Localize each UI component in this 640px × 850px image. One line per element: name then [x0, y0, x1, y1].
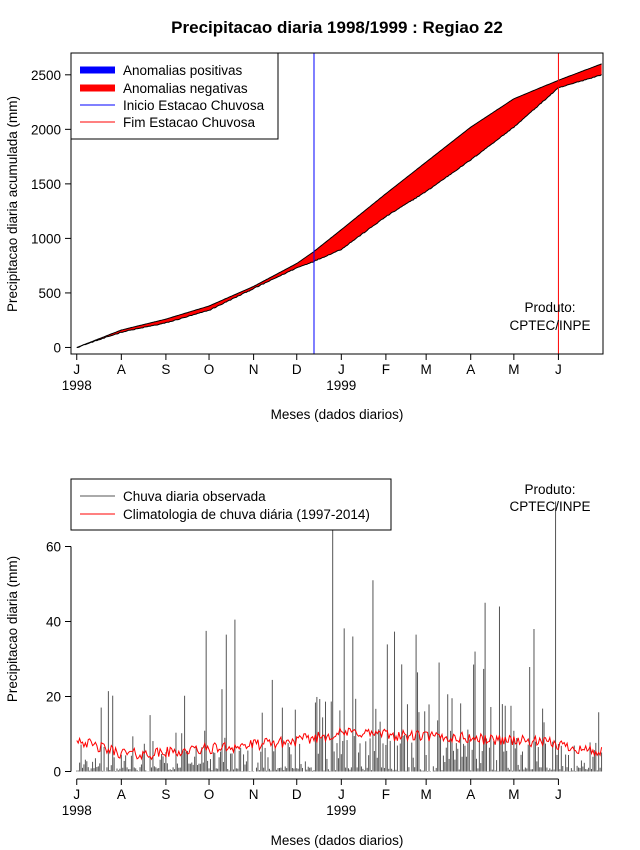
x-tick-label-2: M: [421, 787, 432, 802]
y-tick-label-2: 20: [46, 690, 61, 705]
x-axis-label-2: Meses (dados diarios): [271, 833, 404, 848]
x-tick-label-2: M: [508, 787, 519, 802]
climatology-daily-line: [76, 726, 603, 761]
x-tick-label-2: F: [382, 787, 390, 802]
x-tick-label-2: J: [73, 787, 80, 802]
x-tick-label-1: J: [338, 362, 345, 377]
x-axis-label-1: Meses (dados diarios): [271, 407, 404, 422]
legend-box-2: [70, 478, 392, 531]
legend-label-chuva-observada: Chuva diaria observada: [123, 489, 266, 504]
x-tick-label-2: S: [161, 787, 170, 802]
plot-area-1: [76, 53, 602, 354]
y-tick-label-1: 1500: [31, 177, 61, 192]
x-tick-label-1: S: [161, 362, 170, 377]
x-tick-label-2: J: [555, 787, 562, 802]
x-tick-label-1: J: [555, 362, 562, 377]
legend-label-anomalias-negativas: Anomalias negativas: [123, 81, 248, 96]
x-tick-label-2: N: [249, 787, 259, 802]
credit-label-1: Produto:: [524, 300, 575, 315]
year-label-2: 1999: [326, 803, 356, 818]
credit-source-2: CPTEC/INPE: [509, 499, 590, 514]
y-axis-label-1: Precipitacao diaria acumulada (mm): [5, 96, 20, 312]
x-tick-label-1: M: [508, 362, 519, 377]
x-tick-label-1: M: [421, 362, 432, 377]
x-tick-label-2: A: [117, 787, 126, 802]
x-tick-label-1: F: [382, 362, 390, 377]
x-tick-label-1: A: [117, 362, 126, 377]
figure-title: Precipitacao diaria 1998/1999 : Regiao 2…: [171, 18, 503, 37]
legend-2: Chuva diaria observada Climatologia de c…: [70, 478, 392, 531]
credit-source-1: CPTEC/INPE: [509, 318, 590, 333]
x-tick-label-1: O: [204, 362, 215, 377]
legend-label-anomalias-positivas: Anomalias positivas: [123, 63, 243, 78]
y-tick-label-2: 40: [46, 615, 61, 630]
legend-label-climatologia: Climatologia de chuva diária (1997-2014): [123, 507, 370, 522]
y-tick-label-1: 1000: [31, 231, 61, 246]
y-tick-label-1: 0: [53, 340, 61, 355]
legend-label-inicio: Inicio Estacao Chuvosa: [123, 98, 265, 113]
year-label-1: 1998: [62, 378, 92, 393]
y-tick-label-2: 60: [46, 540, 61, 555]
y-tick-label-1: 2000: [31, 122, 61, 137]
y-tick-label-1: 2500: [31, 68, 61, 83]
observed-cumulative-line: [76, 74, 602, 348]
x-tick-label-2: J: [338, 787, 345, 802]
x-tick-label-2: D: [292, 787, 302, 802]
climatology-cumulative-line: [76, 63, 602, 348]
x-tick-label-2: A: [466, 787, 475, 802]
x-tick-label-1: D: [292, 362, 302, 377]
legend-1: Anomalias positivas Anomalias negativas …: [70, 52, 279, 140]
x-tick-label-2: O: [204, 787, 215, 802]
x-tick-label-1: A: [466, 362, 475, 377]
anomaly-negative-area: [76, 63, 602, 348]
plot-area-2: [76, 501, 603, 772]
x-tick-label-1: J: [73, 362, 80, 377]
credit-label-2: Produto:: [524, 482, 575, 497]
y-tick-label-1: 500: [38, 286, 61, 301]
year-label-2: 1998: [62, 803, 92, 818]
legend-label-fim: Fim Estacao Chuvosa: [123, 115, 256, 130]
y-axis-label-2: Precipitacao diaria (mm): [5, 556, 20, 702]
x-tick-label-1: N: [249, 362, 259, 377]
year-label-1: 1999: [326, 378, 356, 393]
y-tick-label-2: 0: [53, 765, 61, 780]
